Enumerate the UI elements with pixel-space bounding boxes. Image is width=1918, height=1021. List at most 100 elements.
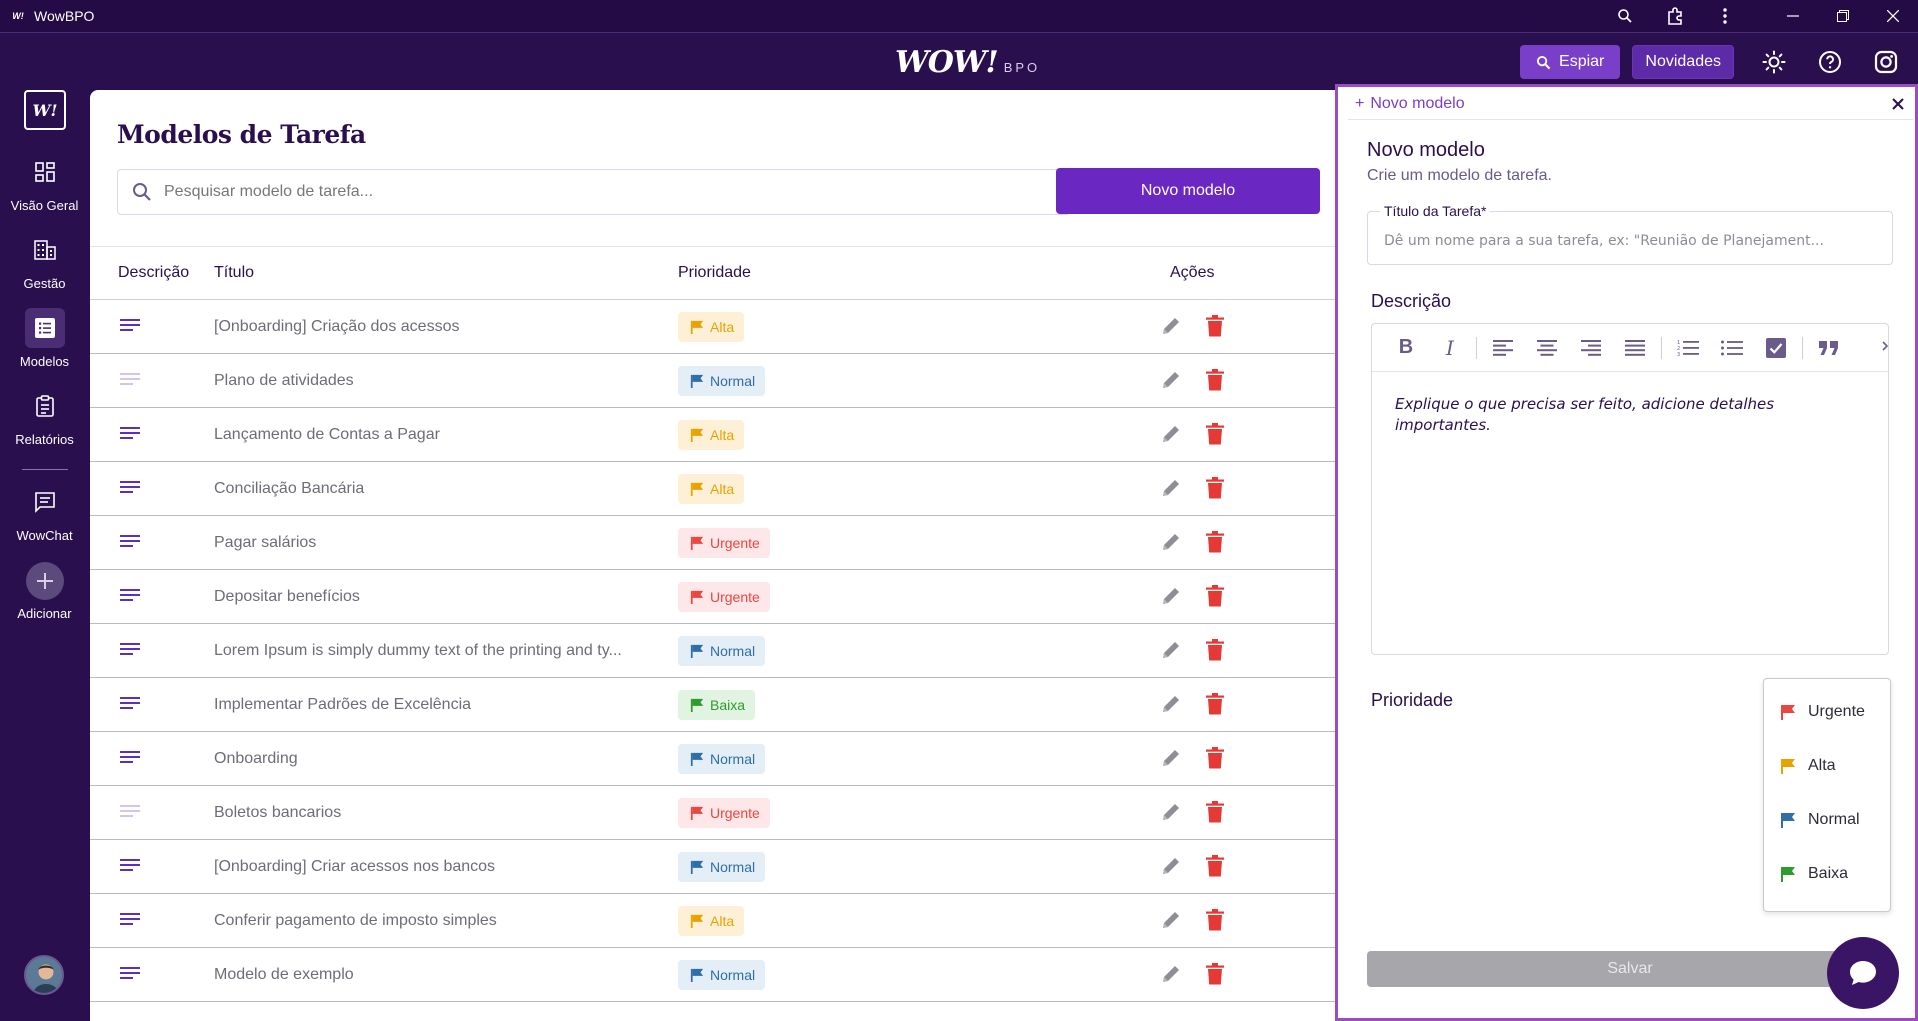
delete-trash-icon[interactable] xyxy=(1206,531,1224,553)
flag-icon xyxy=(690,536,704,550)
table-row[interactable]: Boletos bancarios Urgente xyxy=(90,786,1335,840)
priority-badge-label: Urgente xyxy=(710,805,760,821)
priority-badge: Urgente xyxy=(678,582,770,612)
close-window-icon[interactable] xyxy=(1868,0,1918,32)
delete-trash-icon[interactable] xyxy=(1206,963,1224,985)
more-vertical-icon[interactable] xyxy=(1700,0,1750,32)
sidebar-item-relatorios[interactable]: Relatórios xyxy=(0,386,89,447)
help-icon[interactable] xyxy=(1802,50,1858,74)
priority-badge-label: Normal xyxy=(710,967,756,983)
edit-pencil-icon[interactable] xyxy=(1160,315,1182,337)
edit-pencil-icon[interactable] xyxy=(1160,693,1182,715)
delete-trash-icon[interactable] xyxy=(1206,423,1224,445)
task-title-input[interactable] xyxy=(1384,233,1878,249)
edit-pencil-icon[interactable] xyxy=(1160,963,1182,985)
sidebar-item-visao-geral[interactable]: Visão Geral xyxy=(0,152,89,213)
priority-badge: Normal xyxy=(678,852,766,882)
checkbox-icon[interactable] xyxy=(1754,330,1798,366)
table-row[interactable]: Plano de atividades Normal xyxy=(90,354,1335,408)
quote-icon[interactable] xyxy=(1807,330,1851,366)
table-row[interactable]: Depositar benefícios Urgente xyxy=(90,570,1335,624)
align-center-icon[interactable] xyxy=(1525,330,1569,366)
edit-pencil-icon[interactable] xyxy=(1160,801,1182,823)
edit-pencil-icon[interactable] xyxy=(1160,855,1182,877)
edit-pencil-icon[interactable] xyxy=(1160,423,1182,445)
theme-toggle-sun-icon[interactable] xyxy=(1746,50,1802,74)
priority-option-alta[interactable]: Alta xyxy=(1780,757,1836,775)
edit-pencil-icon[interactable] xyxy=(1160,909,1182,931)
toolbar-more-icon[interactable] xyxy=(1882,341,1888,351)
table-row[interactable]: Modelo de exemplo Normal xyxy=(90,948,1335,1002)
align-right-icon[interactable] xyxy=(1569,330,1613,366)
table-row[interactable]: [Onboarding] Criação dos acessos Alta xyxy=(90,300,1335,354)
align-left-icon[interactable] xyxy=(1481,330,1525,366)
row-title: Conciliação Bancária xyxy=(214,480,365,497)
align-justify-icon[interactable] xyxy=(1613,330,1657,366)
row-title: Implementar Padrões de Excelência xyxy=(214,696,472,713)
bullet-list-icon[interactable] xyxy=(1710,330,1754,366)
edit-pencil-icon[interactable] xyxy=(1160,369,1182,391)
sidebar-item-gestao[interactable]: Gestão xyxy=(0,230,89,291)
priority-option-normal[interactable]: Normal xyxy=(1780,811,1860,829)
edit-pencil-icon[interactable] xyxy=(1160,639,1182,661)
delete-trash-icon[interactable] xyxy=(1206,369,1224,391)
extension-icon[interactable] xyxy=(1650,0,1700,32)
delete-trash-icon[interactable] xyxy=(1206,747,1224,769)
instagram-icon[interactable] xyxy=(1858,50,1914,74)
priority-option-baixa[interactable]: Baixa xyxy=(1780,865,1848,883)
delete-trash-icon[interactable] xyxy=(1206,693,1224,715)
close-icon[interactable] xyxy=(1891,97,1905,111)
table-row[interactable]: Pagar salários Urgente xyxy=(90,516,1335,570)
flag-icon xyxy=(690,860,704,874)
table-row[interactable]: Conferir pagamento de imposto simples Alt… xyxy=(90,894,1335,948)
save-button[interactable]: Salvar xyxy=(1367,951,1893,987)
user-avatar[interactable] xyxy=(24,955,64,995)
sidebar-item-modelos[interactable]: Modelos xyxy=(0,308,89,369)
table-row[interactable]: Conciliação Bancária Alta xyxy=(90,462,1335,516)
delete-trash-icon[interactable] xyxy=(1206,585,1224,607)
priority-badge-label: Normal xyxy=(710,373,756,389)
edit-pencil-icon[interactable] xyxy=(1160,477,1182,499)
delete-trash-icon[interactable] xyxy=(1206,477,1224,499)
support-chat-button[interactable] xyxy=(1827,937,1899,1009)
espiar-button[interactable]: Espiar xyxy=(1520,45,1621,79)
restore-icon[interactable] xyxy=(1818,0,1868,32)
sidebar-item-wowchat[interactable]: WowChat xyxy=(0,482,89,543)
sidebar-item-label: WowChat xyxy=(16,528,73,543)
search-icon xyxy=(1536,55,1551,69)
priority-option-urgente[interactable]: Urgente xyxy=(1780,703,1865,721)
tab-novo-modelo[interactable]: + Novo modelo xyxy=(1355,95,1465,113)
table-row[interactable]: Onboarding Normal xyxy=(90,732,1335,786)
italic-button[interactable]: I xyxy=(1446,335,1454,360)
zoom-icon[interactable] xyxy=(1600,0,1650,32)
sidebar-logo[interactable]: W! xyxy=(24,90,66,130)
table-row[interactable]: Implementar Padrões de Excelência Baixa xyxy=(90,678,1335,732)
edit-pencil-icon[interactable] xyxy=(1160,531,1182,553)
delete-trash-icon[interactable] xyxy=(1206,639,1224,661)
brand-suffix: BPO xyxy=(1003,60,1041,75)
delete-trash-icon[interactable] xyxy=(1206,909,1224,931)
table-body: [Onboarding] Criação dos acessos Alta Plan… xyxy=(90,300,1335,1002)
models-table: Descrição Título Prioridade Ações [Onboa… xyxy=(90,246,1335,1002)
delete-trash-icon[interactable] xyxy=(1206,855,1224,877)
description-lines-icon xyxy=(120,697,140,711)
edit-pencil-icon[interactable] xyxy=(1160,747,1182,769)
priority-dropdown-menu: Urgente Alta Normal Baixa xyxy=(1763,678,1891,912)
edit-pencil-icon[interactable] xyxy=(1160,585,1182,607)
novidades-button[interactable]: Novidades xyxy=(1632,45,1734,79)
delete-trash-icon[interactable] xyxy=(1206,315,1224,337)
table-row[interactable]: Lançamento de Contas a Pagar Alta xyxy=(90,408,1335,462)
new-model-button[interactable]: Novo modelo xyxy=(1056,168,1320,214)
table-row[interactable]: Lorem Ipsum is simply dummy text of the … xyxy=(90,624,1335,678)
row-title: Conferir pagamento de imposto simples xyxy=(214,912,497,929)
delete-trash-icon[interactable] xyxy=(1206,801,1224,823)
bold-button[interactable]: B xyxy=(1398,336,1414,358)
minimize-icon[interactable] xyxy=(1768,0,1818,32)
sidebar-item-adicionar[interactable]: Adicionar xyxy=(0,562,89,621)
search-input[interactable] xyxy=(164,183,1044,201)
table-row[interactable]: [Onboarding] Criar acessos nos bancos Nor… xyxy=(90,840,1335,894)
priority-badge-label: Urgente xyxy=(710,535,760,551)
description-placeholder[interactable]: Explique o que precisa ser feito, adicio… xyxy=(1395,395,1775,434)
